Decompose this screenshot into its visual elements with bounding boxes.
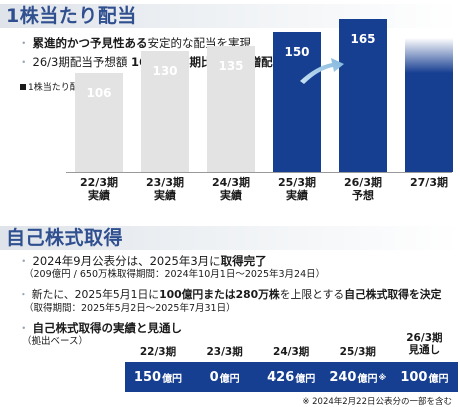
table-cell: 0 億円 <box>192 362 258 392</box>
x-tick-type: 予想 <box>352 189 374 202</box>
bar-data-label: 150 <box>284 45 310 59</box>
x-tick-label: 26/3期 予想 <box>333 176 393 202</box>
bar-data-label: 106 <box>86 86 112 100</box>
x-tick-type: 実績 <box>154 189 176 202</box>
table-cell-value: 0 <box>209 369 219 385</box>
buyback-bullet-2: ・新たに、2025年5月1日に100億円または280万株を上限とする自己株式取得… <box>18 288 441 302</box>
chart-bar <box>405 38 453 172</box>
table-cell-value: 426 <box>267 369 295 385</box>
buyback-bullet-3: ・自己株式取得の実績と見通し <box>18 321 182 335</box>
table-cell: 426 億円 <box>258 362 324 392</box>
legend-square-icon <box>20 83 26 90</box>
dividend-bullet-1-bold: 累進的かつ予見性ある <box>32 36 148 50</box>
x-tick-period: 26/3期 <box>344 176 382 189</box>
table-column-header-line: 25/3期 <box>339 346 376 358</box>
bar-data-label: 135 <box>218 59 244 73</box>
chart-bar: 150 <box>273 32 321 172</box>
buyback-bullet-2-text: 新たに、2025年5月1日に <box>31 288 160 301</box>
buyback-bullet-1-text: 2024年9月公表分は、2025年3月に <box>32 254 221 268</box>
x-tick-label: 22/3期 実績 <box>69 176 129 202</box>
table-column-header-line: 23/3期 <box>206 346 243 358</box>
table-cell: 240 億円 ※ <box>325 362 391 392</box>
table-cell: 100 億円 <box>391 362 457 392</box>
x-tick-period: 24/3期 <box>212 176 250 189</box>
buyback-bullet-1-detail: （209億円 / 650万株取得期間：2024年10月1日～2025年3月24日… <box>24 269 326 280</box>
bullet-marker: ・ <box>18 321 30 335</box>
x-tick-type: 実績 <box>286 189 308 202</box>
section2-title: 自己株式取得 <box>6 227 124 249</box>
x-tick-label: 24/3期 実績 <box>201 176 261 202</box>
x-tick-period: 22/3期 <box>80 176 118 189</box>
table-column-header: 26/3期 見通し <box>391 332 457 356</box>
table-cell: 150 億円 <box>125 362 191 392</box>
bullet-marker: ・ <box>18 36 30 50</box>
footnote: ※ 2024年2月22日公表分の一部を含む <box>302 397 452 407</box>
table-column-header: 24/3期 <box>258 346 324 358</box>
section2-header-bar <box>0 226 460 250</box>
dividend-forecast-label: 26/3期配当予想額 <box>32 55 131 69</box>
buyback-table-row <box>125 362 458 392</box>
chart-bar: 130 <box>141 51 189 172</box>
table-column-header: 22/3期 <box>125 346 191 358</box>
buyback-bullet-2-detail: （取得期間：2025年5月2日～2025年7月31日） <box>24 303 236 314</box>
table-cell-value: 100 <box>400 369 428 385</box>
table-cell-unit: 億円 <box>162 373 183 385</box>
x-tick-label: 27/3期 <box>399 176 459 189</box>
table-column-header-line: 26/3期 <box>406 332 443 344</box>
table-cell-note-mark: ※ <box>378 372 387 382</box>
buyback-bullet-2-mid: を上限とする <box>279 288 345 301</box>
bar-data-label: 165 <box>350 32 376 46</box>
bullet-marker: ・ <box>18 254 30 268</box>
chart-bar: 135 <box>207 46 255 172</box>
buyback-bullet-2-bold-1: 100億円または280万株 <box>159 288 280 301</box>
bar-data-label: 130 <box>152 64 178 78</box>
table-column-header: 23/3期 <box>192 346 258 358</box>
bullet-marker: ・ <box>18 55 30 69</box>
table-column-header-line: 24/3期 <box>273 346 310 358</box>
x-tick-period: 23/3期 <box>146 176 184 189</box>
section1-title: 1株当たり配当 <box>6 5 137 27</box>
table-column-header-line: 見通し <box>408 344 441 356</box>
buyback-bullet-3-detail: （拠出ベース） <box>22 336 89 347</box>
chart-bar: 106 <box>75 73 123 172</box>
table-cell-unit: 億円 <box>219 373 240 385</box>
bullet-marker: ・ <box>18 288 29 301</box>
chart-x-axis <box>66 172 452 173</box>
table-cell-value: 240 <box>329 369 357 385</box>
buyback-bullet-1-bold: 取得完了 <box>220 254 267 268</box>
x-tick-period: 27/3期 <box>410 176 448 189</box>
table-cell-unit: 億円 <box>428 373 449 385</box>
x-tick-type: 実績 <box>88 189 110 202</box>
chart-bar: 165 <box>339 19 387 172</box>
x-tick-label: 25/3期 実績 <box>267 176 327 202</box>
x-tick-type: 実績 <box>220 189 242 202</box>
x-tick-label: 23/3期 実績 <box>135 176 195 202</box>
buyback-bullet-2-bold-2: 自己株式取得を決定 <box>344 288 442 301</box>
table-column-header: 25/3期 <box>325 346 391 358</box>
table-cell-unit: 億円 <box>295 373 316 385</box>
x-tick-period: 25/3期 <box>278 176 316 189</box>
table-column-header-line: 22/3期 <box>139 346 177 358</box>
buyback-bullet-1: ・ 2024年9月公表分は、2025年3月に取得完了 <box>18 254 267 268</box>
buyback-bullet-3-bold: 自己株式取得の実績と見通し <box>32 321 183 335</box>
table-cell-value: 150 <box>133 369 162 385</box>
table-cell-unit: 億円 <box>357 373 378 385</box>
